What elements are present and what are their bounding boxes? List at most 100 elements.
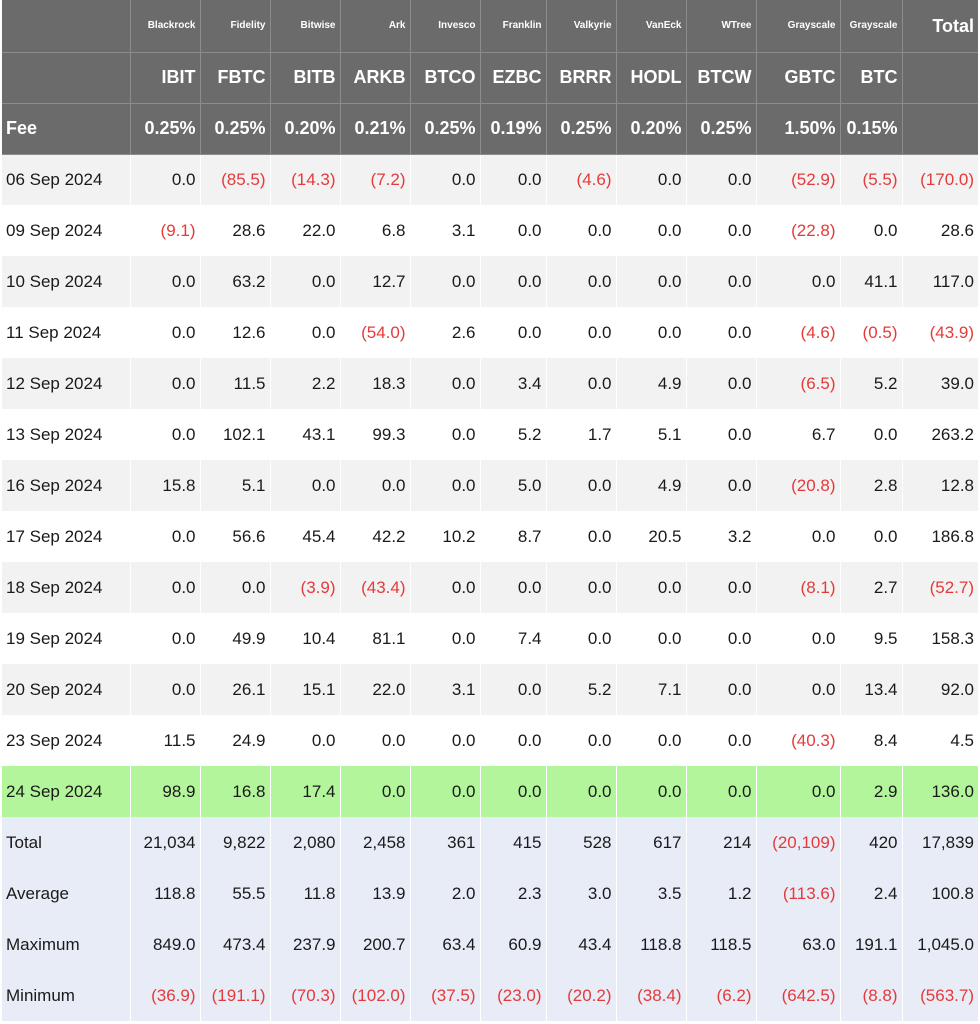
value-cell: 0.0 (756, 613, 841, 664)
issuer-ark: Ark (340, 0, 411, 53)
summary-label: Average (2, 868, 131, 919)
value-cell: 5.0 (480, 460, 547, 511)
value-cell: 0.0 (686, 715, 757, 766)
value-cell: (8.8) (840, 970, 903, 1021)
value-cell: 22.0 (270, 205, 341, 256)
value-cell: 0.0 (340, 715, 411, 766)
value-cell: 41.1 (840, 256, 903, 307)
fee-value: 0.25% (546, 103, 617, 155)
table-body: 06 Sep 2024 0.0 (85.5) (14.3) (7.2) 0.0 0.0 (4.… (2, 154, 978, 1021)
summary-label: Minimum (2, 970, 131, 1021)
value-cell: 0.0 (840, 409, 903, 460)
value-cell: (14.3) (270, 154, 341, 205)
header-cell (2, 0, 131, 53)
table-row: 09 Sep 2024 (9.1) 28.6 22.0 6.8 3.1 0.0 0.0 0.0 0… (2, 205, 978, 256)
value-cell: (0.5) (840, 307, 903, 358)
date-cell: 13 Sep 2024 (2, 409, 131, 460)
value-cell: 5.2 (480, 409, 547, 460)
value-cell: 0.0 (130, 154, 201, 205)
fee-value: 1.50% (756, 103, 841, 155)
value-cell: 0.0 (270, 460, 341, 511)
value-cell: (20,109) (756, 817, 841, 868)
value-cell: 17.4 (270, 766, 341, 817)
value-cell: 191.1 (840, 919, 903, 970)
value-cell: 0.0 (480, 154, 547, 205)
value-cell: 617 (616, 817, 687, 868)
value-cell: 2.3 (480, 868, 547, 919)
value-cell: 5.2 (840, 358, 903, 409)
value-cell: (40.3) (756, 715, 841, 766)
value-cell: (6.2) (686, 970, 757, 1021)
value-cell: 136.0 (902, 766, 978, 817)
value-cell: 8.7 (480, 511, 547, 562)
summary-label: Total (2, 817, 131, 868)
value-cell: 63.0 (756, 919, 841, 970)
fee-value: 0.25% (200, 103, 271, 155)
date-cell: 19 Sep 2024 (2, 613, 131, 664)
value-cell: 158.3 (902, 613, 978, 664)
value-cell: 1,045.0 (902, 919, 978, 970)
value-cell: 49.9 (200, 613, 271, 664)
value-cell: (43.4) (340, 562, 411, 613)
value-cell: (22.8) (756, 205, 841, 256)
value-cell: (20.8) (756, 460, 841, 511)
value-cell: 63.4 (410, 919, 481, 970)
value-cell: 0.0 (410, 562, 481, 613)
table-row: 12 Sep 2024 0.0 11.5 2.2 18.3 0.0 3.4 0.0 4.9 0.0… (2, 358, 978, 409)
value-cell: 0.0 (546, 358, 617, 409)
value-cell: 0.0 (480, 256, 547, 307)
ticker-ezbc: EZBC (480, 52, 547, 104)
table-row: 11 Sep 2024 0.0 12.6 0.0 (54.0) 2.6 0.0 0.0 0.0 0… (2, 307, 978, 358)
issuer-valkyrie: Valkyrie (546, 0, 617, 53)
value-cell: 849.0 (130, 919, 201, 970)
value-cell: 2.0 (410, 868, 481, 919)
value-cell: 5.1 (200, 460, 271, 511)
value-cell: 0.0 (480, 562, 547, 613)
date-cell: 24 Sep 2024 (2, 766, 131, 817)
value-cell: 0.0 (616, 256, 687, 307)
fee-value: 0.15% (840, 103, 903, 155)
value-cell: 10.2 (410, 511, 481, 562)
summary-label: Maximum (2, 919, 131, 970)
value-cell: 13.4 (840, 664, 903, 715)
value-cell: 0.0 (686, 256, 757, 307)
value-cell: 0.0 (410, 766, 481, 817)
value-cell: (170.0) (902, 154, 978, 205)
value-cell: 0.0 (270, 307, 341, 358)
value-cell: 0.0 (130, 256, 201, 307)
value-cell: 4.5 (902, 715, 978, 766)
fee-value (902, 103, 978, 155)
value-cell: 5.1 (616, 409, 687, 460)
value-cell: 2.2 (270, 358, 341, 409)
value-cell: 118.8 (130, 868, 201, 919)
value-cell: (5.5) (840, 154, 903, 205)
value-cell: 0.0 (616, 205, 687, 256)
value-cell: (38.4) (616, 970, 687, 1021)
fee-value: 0.25% (130, 103, 201, 155)
value-cell: 43.4 (546, 919, 617, 970)
value-cell: 0.0 (480, 307, 547, 358)
value-cell: 0.0 (546, 256, 617, 307)
value-cell: 0.0 (410, 409, 481, 460)
value-cell: 2.8 (840, 460, 903, 511)
value-cell: 12.6 (200, 307, 271, 358)
ticker-btcw: BTCW (686, 52, 757, 104)
value-cell: 0.0 (480, 766, 547, 817)
value-cell: 9.5 (840, 613, 903, 664)
value-cell: 0.0 (686, 460, 757, 511)
value-cell: 11.5 (200, 358, 271, 409)
value-cell: 55.5 (200, 868, 271, 919)
value-cell: 1.7 (546, 409, 617, 460)
ticker-ibit: IBIT (130, 52, 201, 104)
value-cell: 0.0 (756, 766, 841, 817)
value-cell: 2.4 (840, 868, 903, 919)
value-cell: 0.0 (270, 715, 341, 766)
ticker-btc: BTC (840, 52, 903, 104)
fee-value: 0.21% (340, 103, 411, 155)
value-cell: 0.0 (410, 460, 481, 511)
value-cell: 0.0 (340, 766, 411, 817)
value-cell: 0.0 (840, 511, 903, 562)
value-cell: 100.8 (902, 868, 978, 919)
value-cell: 0.0 (686, 562, 757, 613)
value-cell: 99.3 (340, 409, 411, 460)
